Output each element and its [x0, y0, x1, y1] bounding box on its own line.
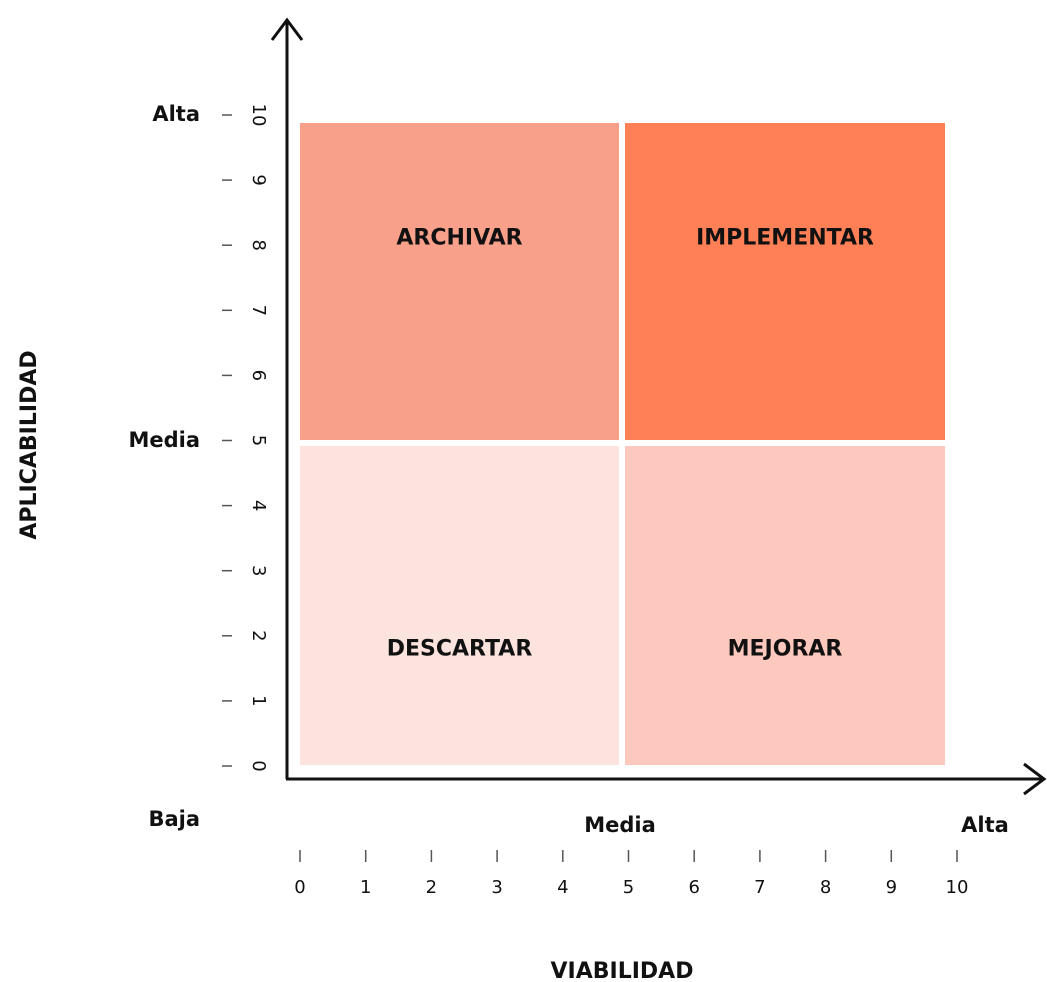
y-tick-label: 5	[248, 435, 269, 446]
x-tick-label: 0	[294, 877, 305, 898]
y-tick-label: 4	[248, 500, 269, 511]
quadrant	[300, 123, 619, 440]
y-tick-label: 0	[248, 760, 269, 771]
axes	[270, 17, 1047, 796]
y-tick-label: 3	[248, 565, 269, 576]
y-tick-label: 9	[248, 174, 269, 185]
quadrant-label: MEJORAR	[728, 637, 843, 662]
x-tick-label: 2	[426, 877, 437, 898]
y-arrow	[270, 17, 304, 41]
y-tick-label: 7	[248, 305, 269, 316]
x-tick-label: 5	[623, 877, 634, 898]
x-tick-label: 6	[688, 877, 699, 898]
x-tick-label: 4	[557, 877, 568, 898]
x-tick-label: 3	[491, 877, 502, 898]
x-arrow	[1023, 762, 1047, 796]
x-tick-label: 8	[820, 877, 831, 898]
y-tick-label: 1	[248, 695, 269, 706]
y-level: Alta	[152, 102, 200, 126]
quadrant	[625, 123, 945, 440]
y-level: Baja	[148, 807, 200, 831]
y-tick-label: 2	[248, 630, 269, 641]
x-tick-label: 10	[946, 877, 969, 898]
y-tick-label: 10	[248, 104, 269, 127]
y-level: Media	[128, 428, 200, 452]
x-axis-title: VIABILIDAD	[551, 959, 694, 982]
y-axis-title: APLICABILIDAD	[17, 350, 42, 539]
x-tick-label: 9	[886, 877, 897, 898]
x-level: Alta	[961, 813, 1009, 837]
x-tick-label: 1	[360, 877, 371, 898]
x-level: Media	[584, 813, 656, 837]
quadrant-label: DESCARTAR	[387, 637, 533, 662]
quadrant	[300, 446, 619, 765]
x-tick-label: 7	[754, 877, 765, 898]
quadrant	[625, 446, 945, 765]
y-tick-label: 8	[248, 239, 269, 250]
y-tick-label: 6	[248, 370, 269, 381]
quadrant-label: ARCHIVAR	[396, 226, 522, 251]
quadrant-label: IMPLEMENTAR	[696, 226, 874, 251]
